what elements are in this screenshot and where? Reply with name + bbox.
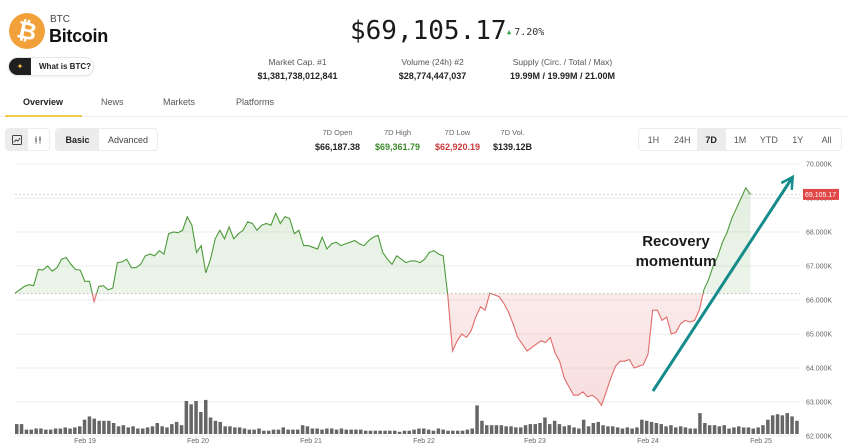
range-1h-button[interactable]: 1H (647, 134, 660, 145)
current-price-tag: 69,105.17 (803, 188, 839, 200)
price-line-below (15, 293, 704, 407)
svg-text:Feb 21: Feb 21 (300, 438, 322, 445)
candlestick-chart-button[interactable] (28, 129, 50, 150)
svg-text:Feb 23: Feb 23 (524, 438, 546, 445)
what-is-btc-label: What is BTC? (39, 62, 91, 71)
range-1y-button[interactable]: 1Y (792, 134, 804, 145)
svg-text:66.000K: 66.000K (806, 298, 832, 305)
mode-basic-button[interactable]: Basic (56, 129, 99, 150)
price-chart[interactable]: 70.000K69.000K68.000K67.000K66.000K65.00… (0, 155, 848, 446)
stat-market-cap: Market Cap. #1 $1,381,738,012,841 (245, 57, 350, 81)
svg-text:69,105.17: 69,105.17 (805, 192, 836, 199)
range-stat-high: 7D High $69,361.79 (365, 128, 430, 152)
svg-text:68.000K: 68.000K (806, 230, 832, 237)
coin-name: Bitcoin (49, 26, 108, 46)
tab-markets[interactable]: Markets (163, 97, 196, 107)
annotation-line-2: momentum (636, 253, 717, 270)
range-stat-volume: 7D Vol. $139.12B (480, 128, 545, 152)
bitcoin-logo-icon: ₿ (9, 13, 45, 49)
range-all-button[interactable]: All (821, 134, 832, 145)
coin-symbol: BTC (50, 14, 70, 25)
tab-platforms[interactable]: Platforms (236, 97, 275, 107)
stat-volume: Volume (24h) #2 $28,774,447,037 (380, 57, 485, 81)
svg-text:70.000K: 70.000K (806, 162, 832, 169)
area-fill-below (92, 293, 704, 406)
x-axis-labels: Feb 19 Feb 20 Feb 21 Feb 22 Feb 23 Feb 24 Feb … (74, 438, 772, 445)
line-chart-button[interactable] (6, 129, 28, 150)
range-stat-value: $69,361.79 (374, 142, 421, 152)
time-range-selector: 1H 24H 7D 1M YTD 1Y All (638, 128, 842, 151)
range-ytd-button[interactable]: YTD (759, 134, 778, 145)
svg-text:62.000K: 62.000K (806, 434, 832, 441)
price-line-above (14, 186, 751, 294)
svg-text:65.000K: 65.000K (806, 332, 832, 339)
sparkle-icon: ✦ (9, 58, 31, 75)
stat-value: $28,774,447,037 (398, 71, 467, 81)
range-stat-label: 7D Open (322, 128, 353, 137)
triangle-up-icon: ▲ (507, 28, 512, 36)
active-tab-indicator (5, 115, 82, 117)
candlestick-icon (35, 135, 42, 144)
stat-label: Volume (24h) #2 (401, 57, 464, 67)
svg-text:Feb 19: Feb 19 (74, 438, 96, 445)
stat-value: $1,381,738,012,841 (257, 71, 338, 81)
svg-text:63.000K: 63.000K (806, 400, 832, 407)
range-stat-value: $62,920.19 (434, 142, 481, 152)
price-change-value: 7.20% (514, 27, 545, 38)
annotation-line-1: Recovery (642, 233, 710, 250)
range-7d-button[interactable]: 7D (696, 129, 726, 150)
recovery-trend-arrow-icon (651, 178, 792, 392)
what-is-btc-button[interactable]: ✦ What is BTC? (8, 57, 94, 76)
tab-news[interactable]: News (101, 97, 124, 107)
tab-bar: Overview News Markets Platforms (0, 90, 848, 117)
volume-bars (15, 399, 799, 434)
price-change: ▲ 7.20% (507, 27, 544, 38)
chart-type-toggle (5, 128, 50, 151)
range-stat-open: 7D Open $66,187.38 (305, 128, 370, 152)
stat-label: Market Cap. #1 (268, 57, 327, 67)
svg-text:64.000K: 64.000K (806, 366, 832, 373)
area-fill-above (15, 187, 751, 294)
range-stat-label: 7D Low (444, 128, 471, 137)
svg-text:67.000K: 67.000K (806, 264, 832, 271)
range-stat-low: 7D Low $62,920.19 (425, 128, 490, 152)
range-1m-button[interactable]: 1M (733, 134, 747, 145)
range-stat-label: 7D High (383, 128, 412, 137)
svg-text:Feb 22: Feb 22 (413, 438, 435, 445)
stat-value: 19.99M / 19.99M / 21.00M (509, 71, 616, 81)
range-stat-label: 7D Vol. (500, 128, 525, 137)
range-24h-button[interactable]: 24H (674, 134, 691, 145)
svg-text:Feb 20: Feb 20 (187, 438, 209, 445)
y-axis-labels: 70.000K69.000K68.000K67.000K66.000K65.00… (806, 162, 832, 441)
range-stat-value: $66,187.38 (314, 142, 361, 152)
range-stat-value: $139.12B (492, 142, 533, 152)
svg-text:Feb 25: Feb 25 (750, 438, 772, 445)
svg-text:Feb 24: Feb 24 (637, 438, 659, 445)
stat-supply: Supply (Circ. / Total / Max) 19.99M / 19… (495, 57, 630, 81)
stat-label: Supply (Circ. / Total / Max) (512, 57, 613, 67)
tab-overview[interactable]: Overview (23, 97, 64, 107)
line-chart-icon (11, 134, 22, 145)
chart-mode-toggle: Basic Advanced (55, 128, 158, 151)
current-price: $69,105.17 (350, 16, 507, 46)
mode-advanced-button[interactable]: Advanced (107, 134, 149, 145)
chart-gridlines (15, 163, 800, 437)
